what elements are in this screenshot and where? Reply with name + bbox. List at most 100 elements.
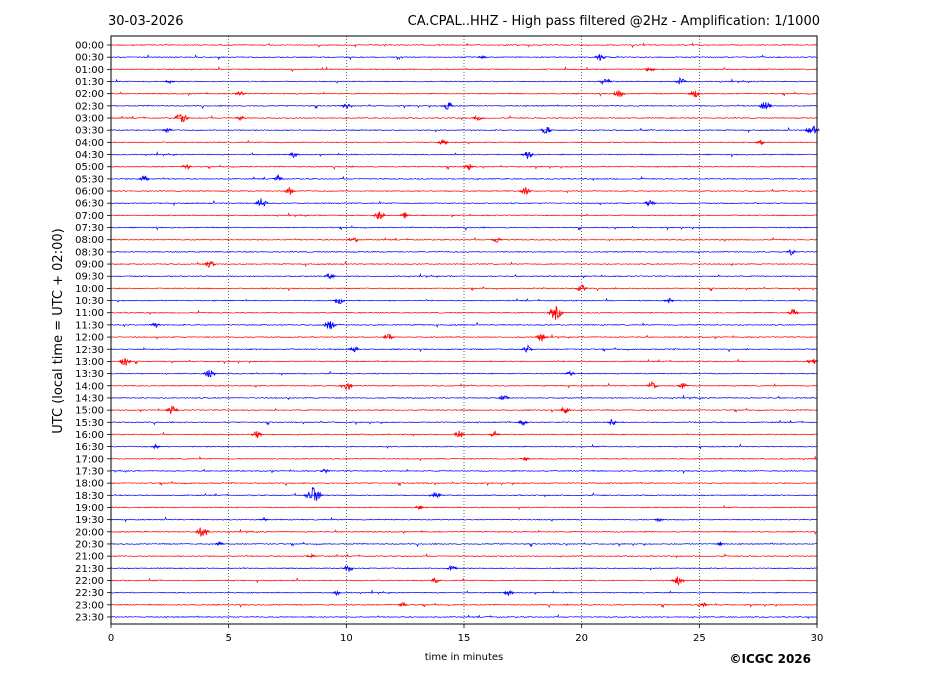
event-14:30-55 bbox=[498, 394, 510, 401]
event-23:00-82 bbox=[699, 602, 709, 608]
trace-20:30 bbox=[110, 541, 817, 548]
event-17:00-64 bbox=[520, 456, 530, 462]
trace-13:30 bbox=[110, 370, 817, 376]
y-tick-label-18:00: 18:00 bbox=[75, 479, 104, 490]
event-20:00-71 bbox=[194, 527, 211, 537]
event-10:00-37 bbox=[575, 283, 588, 292]
trace-03:30 bbox=[110, 126, 817, 134]
y-tick-label-03:30: 03:30 bbox=[75, 126, 104, 137]
x-tick-label-30: 30 bbox=[811, 633, 824, 644]
event-02:00-7 bbox=[612, 90, 626, 97]
x-tick-label-25: 25 bbox=[693, 633, 706, 644]
event-20:30-73 bbox=[715, 541, 725, 547]
event-11:00-40 bbox=[546, 305, 565, 320]
y-axis-label: UTC (local time = UTC + 02:00) bbox=[51, 228, 66, 433]
trace-21:00 bbox=[110, 553, 817, 559]
y-tick-label-10:30: 10:30 bbox=[75, 296, 104, 307]
trace-17:00 bbox=[110, 455, 817, 462]
event-16:00-62 bbox=[488, 430, 501, 437]
x-axis-label: time in minutes bbox=[425, 652, 504, 663]
event-23:00-81 bbox=[397, 602, 408, 608]
event-18:30-67 bbox=[429, 491, 443, 499]
trace-00:00 bbox=[110, 42, 817, 49]
event-22:00-78 bbox=[430, 577, 442, 584]
event-05:00-22 bbox=[180, 164, 192, 171]
trace-22:00 bbox=[110, 577, 817, 584]
event-05:00-23 bbox=[462, 164, 475, 172]
trace-16:30 bbox=[110, 443, 817, 450]
x-tick-label-20: 20 bbox=[575, 633, 588, 644]
event-01:30-5 bbox=[674, 76, 687, 85]
event-07:00-30 bbox=[372, 211, 386, 220]
trace-01:30 bbox=[110, 78, 817, 84]
event-14:00-53 bbox=[645, 381, 659, 389]
event-19:30-69 bbox=[259, 517, 269, 522]
event-08:30-34 bbox=[785, 249, 797, 256]
y-tick-label-07:30: 07:30 bbox=[75, 223, 104, 234]
y-tick-label-05:00: 05:00 bbox=[75, 162, 104, 173]
y-tick-label-04:30: 04:30 bbox=[75, 150, 104, 161]
event-22:30-80 bbox=[502, 589, 515, 596]
trace-06:30 bbox=[110, 199, 817, 207]
trace-12:30 bbox=[110, 347, 817, 353]
y-tick-label-21:30: 21:30 bbox=[75, 564, 104, 575]
event-10:30-38 bbox=[332, 298, 346, 305]
trace-10:30 bbox=[110, 297, 817, 303]
event-16:00-61 bbox=[452, 430, 466, 438]
y-tick-label-04:00: 04:00 bbox=[75, 138, 104, 149]
event-22:30-79 bbox=[331, 589, 342, 596]
event-12:30-47 bbox=[521, 344, 534, 353]
grid-lines bbox=[228, 36, 700, 624]
event-03:00-13 bbox=[472, 115, 484, 122]
y-tick-label-02:00: 02:00 bbox=[75, 89, 104, 100]
event-13:30-51 bbox=[564, 370, 576, 377]
event-00:30-1 bbox=[477, 54, 488, 60]
y-tick-label-18:30: 18:30 bbox=[75, 491, 104, 502]
event-19:00-68 bbox=[414, 505, 424, 510]
event-01:30-4 bbox=[598, 78, 612, 86]
event-11:30-42 bbox=[322, 321, 337, 330]
trace-11:30 bbox=[110, 321, 817, 328]
event-02:00-8 bbox=[687, 90, 701, 98]
trace-02:00 bbox=[110, 91, 817, 97]
y-tick-label-02:30: 02:30 bbox=[75, 101, 104, 112]
y-tick-label-00:00: 00:00 bbox=[75, 41, 104, 52]
x-tick-label-15: 15 bbox=[458, 633, 471, 644]
y-tick-label-09:30: 09:30 bbox=[75, 272, 104, 283]
trace-03:00 bbox=[110, 115, 817, 121]
event-05:30-25 bbox=[272, 173, 284, 182]
event-02:30-9 bbox=[340, 103, 352, 109]
event-08:00-33 bbox=[490, 237, 503, 243]
event-11:00-41 bbox=[787, 308, 800, 315]
event-11:30-43 bbox=[150, 322, 162, 329]
trace-05:30 bbox=[110, 175, 817, 182]
trace-06:00 bbox=[110, 188, 817, 194]
event-09:00-35 bbox=[203, 260, 217, 268]
event-03:30-16 bbox=[539, 126, 553, 134]
trace-02:30 bbox=[110, 104, 817, 110]
y-tick-label-13:00: 13:00 bbox=[75, 357, 104, 368]
trace-19:30 bbox=[110, 516, 817, 523]
trace-23:30 bbox=[110, 614, 817, 620]
event-02:30-11 bbox=[757, 101, 773, 111]
y-tick-label-03:00: 03:00 bbox=[75, 114, 104, 125]
event-03:00-14 bbox=[235, 115, 246, 121]
trace-18:00 bbox=[110, 480, 817, 487]
trace-15:00 bbox=[110, 407, 817, 414]
y-tick-label-12:00: 12:00 bbox=[75, 333, 104, 344]
event-15:00-56 bbox=[165, 405, 179, 415]
trace-23:00 bbox=[110, 602, 817, 609]
trace-14:00 bbox=[110, 382, 817, 389]
event-06:00-27 bbox=[518, 187, 532, 195]
event-14:00-54 bbox=[677, 382, 689, 389]
trace-18:30 bbox=[110, 492, 817, 498]
event-19:30-70 bbox=[654, 518, 664, 523]
event-12:00-44 bbox=[534, 334, 549, 342]
y-tick-label-20:30: 20:30 bbox=[75, 539, 104, 550]
y-tick-label-09:00: 09:00 bbox=[75, 260, 104, 271]
y-tick-label-08:30: 08:30 bbox=[75, 247, 104, 258]
y-tick-label-22:00: 22:00 bbox=[75, 576, 104, 587]
y-tick-label-15:30: 15:30 bbox=[75, 418, 104, 429]
event-01:30-3 bbox=[164, 79, 175, 84]
trace-15:30 bbox=[110, 419, 817, 426]
